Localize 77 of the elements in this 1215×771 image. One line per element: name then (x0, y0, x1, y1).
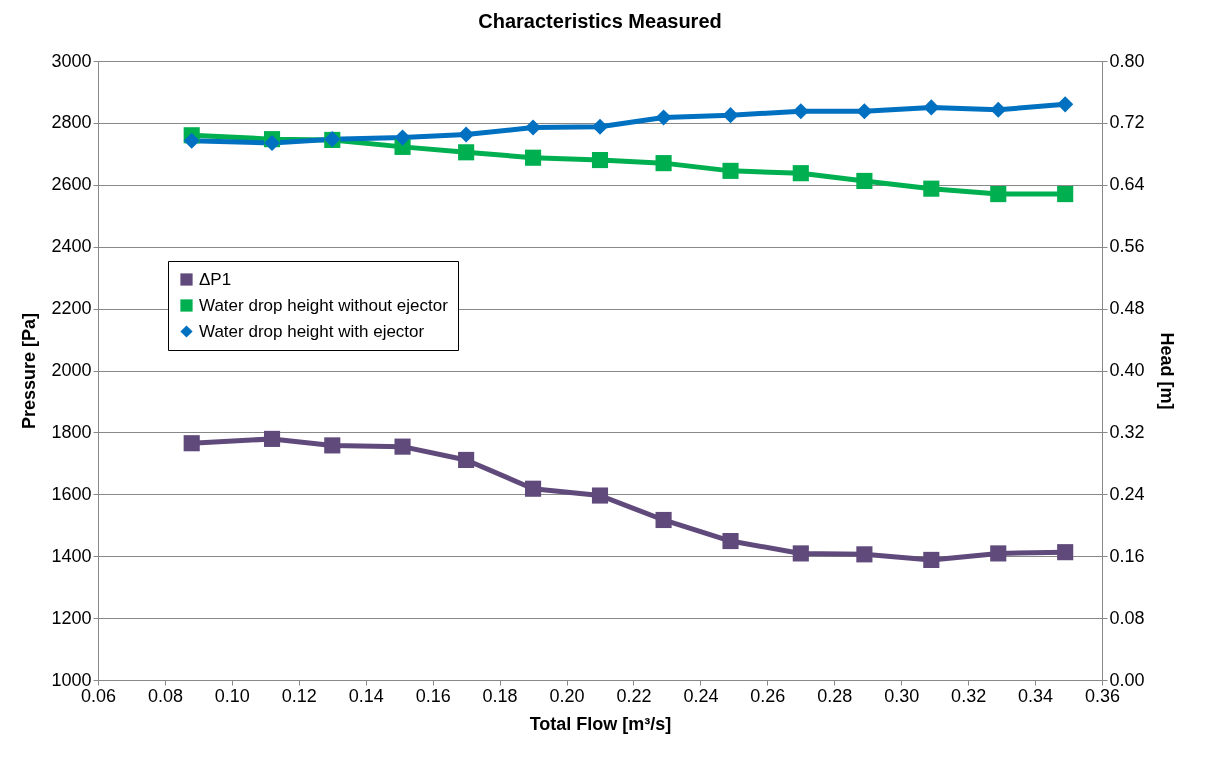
point (525, 149, 542, 166)
y-tick-label: 1800 (51, 421, 92, 442)
point (722, 107, 739, 124)
chart-title: Characteristics Measured (478, 10, 722, 32)
x-tick-label: 0.24 (683, 685, 719, 706)
legend-label: ΔP1 (199, 269, 232, 289)
y2-tick-label: 0.16 (1109, 545, 1145, 566)
x-tick-label: 0.20 (549, 685, 585, 706)
point (792, 103, 809, 120)
y-tick-label: 1600 (51, 483, 92, 504)
y-tick-label: 1400 (51, 545, 92, 566)
point (1057, 544, 1074, 561)
point (1057, 96, 1074, 113)
y2-tick-label: 0.24 (1109, 483, 1145, 504)
point (923, 99, 940, 116)
point (990, 186, 1007, 203)
point (722, 162, 739, 179)
x-tick-label: 0.12 (281, 685, 317, 706)
x-tick-label: 0.22 (616, 685, 652, 706)
point (458, 451, 475, 469)
y-tick-label: 2000 (51, 360, 92, 380)
x-tick-label: 0.08 (147, 685, 183, 706)
point (183, 435, 200, 452)
point (458, 144, 475, 161)
point (1057, 186, 1074, 203)
point (458, 126, 475, 143)
point (722, 532, 739, 550)
y-tick-label: 2400 (51, 236, 92, 257)
point (990, 101, 1007, 118)
legend-label: Water drop height without ejector (199, 295, 449, 315)
x-tick-label: 0.26 (750, 685, 786, 706)
point (655, 109, 672, 126)
x-tick-label: 0.30 (884, 685, 920, 706)
y-tick-label: 2800 (51, 112, 92, 133)
y2-tick-label: 0.64 (1109, 174, 1145, 195)
point (591, 487, 609, 504)
y2-tick-label: 0.40 (1109, 360, 1145, 380)
x-tick-label: 0.16 (415, 685, 451, 706)
point (655, 511, 672, 529)
y2-tick-label: 0.48 (1109, 298, 1145, 319)
point (394, 438, 411, 455)
point (856, 103, 873, 120)
x-tick-label: 0.18 (482, 685, 518, 706)
point (856, 546, 873, 563)
point (923, 551, 940, 568)
y-tick-label: 1200 (51, 607, 92, 628)
point (990, 545, 1007, 562)
point (792, 545, 809, 562)
point (394, 129, 411, 146)
point (183, 132, 200, 149)
y2-tick-label: 0.08 (1109, 607, 1145, 628)
y2-tick-label: 0.56 (1109, 236, 1145, 257)
y2-tick-label: 0.72 (1109, 112, 1145, 133)
point (324, 437, 341, 454)
point (525, 480, 542, 497)
y2-tick-label: 0.80 (1109, 50, 1145, 71)
point (655, 155, 672, 172)
x-tick-label: 0.34 (1018, 685, 1054, 706)
point (591, 151, 609, 169)
x-tick-label: 0.32 (951, 685, 987, 706)
x-tick-label: 0.14 (348, 685, 384, 706)
point (263, 134, 281, 152)
x-tick-label: 0.10 (214, 685, 250, 706)
x-tick-label: 0.28 (817, 685, 853, 706)
legend-label: Water drop height with ejector (199, 321, 425, 341)
y-tick-label: 2600 (51, 174, 92, 195)
point (923, 180, 940, 197)
point (856, 172, 873, 189)
y2-axis-title: Head [m] (1156, 332, 1177, 410)
y-tick-label: 2200 (51, 298, 92, 319)
point (792, 165, 809, 182)
point (591, 118, 609, 135)
y-axis-title: Pressure [Pa] (19, 312, 40, 430)
y2-tick-label: 0.32 (1109, 421, 1145, 442)
x-axis-title: Total Flow [m³/s] (529, 713, 672, 734)
point (263, 430, 281, 447)
y-tick-label: 3000 (51, 50, 92, 71)
